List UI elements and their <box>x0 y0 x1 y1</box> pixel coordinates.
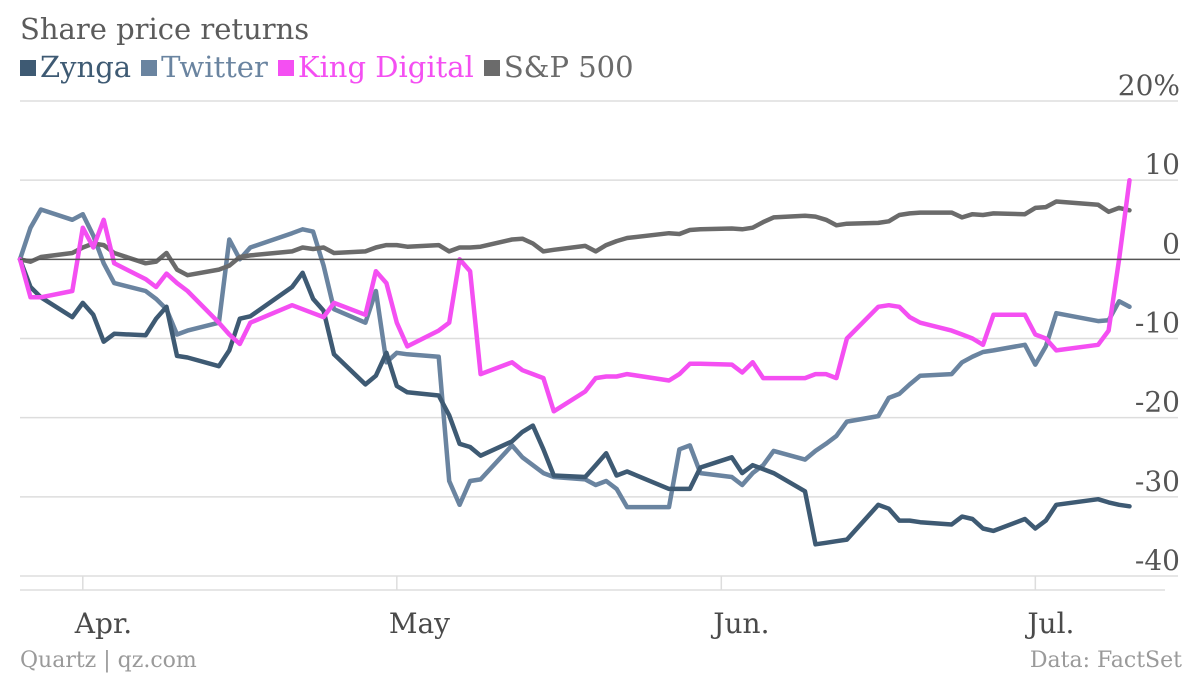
legend-item-twitter: Twitter <box>141 50 268 84</box>
legend-swatch <box>141 60 158 76</box>
legend-label: Twitter <box>161 50 268 84</box>
y-tick-label: 10 <box>1144 148 1180 181</box>
y-tick-label: -20 <box>1135 386 1180 419</box>
chart-title: Share price returns <box>20 12 310 46</box>
series-line-king-digital <box>17 177 1132 414</box>
series-line-zynga <box>17 257 1132 547</box>
series-line-sandp-500 <box>17 199 1132 278</box>
y-tick-label: -30 <box>1135 465 1180 498</box>
y-tick-label: -40 <box>1135 544 1180 577</box>
legend-swatch <box>277 60 294 76</box>
legend-label: King Digital <box>297 50 474 84</box>
credit: Quartz | qz.com <box>20 648 197 673</box>
series-lines <box>17 177 1132 547</box>
x-tick-label: May <box>389 607 450 640</box>
y-tick-label: 0 <box>1162 227 1180 260</box>
gridlines <box>20 100 1178 577</box>
source: Data: FactSet <box>1029 648 1182 673</box>
legend-item-sandp-500: S&P 500 <box>483 50 634 84</box>
legend-swatch <box>20 60 36 76</box>
legend-item-zynga: Zynga <box>20 50 131 84</box>
y-axis: 20% 10 0 -10 -20 -30 -40 <box>20 69 1180 577</box>
x-axis: Apr. May Jun. Jul. <box>20 576 1165 640</box>
legend-item-king-digital: King Digital <box>277 50 474 84</box>
legend-label: S&P 500 <box>503 50 634 84</box>
x-tick-label: Jul. <box>1024 607 1074 640</box>
legend-label: Zynga <box>40 50 132 84</box>
x-tick-label: Jun. <box>710 607 769 640</box>
legend: Zynga Twitter King Digital S&P 500 <box>20 50 644 84</box>
legend-swatch <box>483 60 500 76</box>
y-tick-label: 20% <box>1118 69 1180 102</box>
x-tick-label: Apr. <box>74 607 132 640</box>
y-tick-label: -10 <box>1135 307 1180 340</box>
